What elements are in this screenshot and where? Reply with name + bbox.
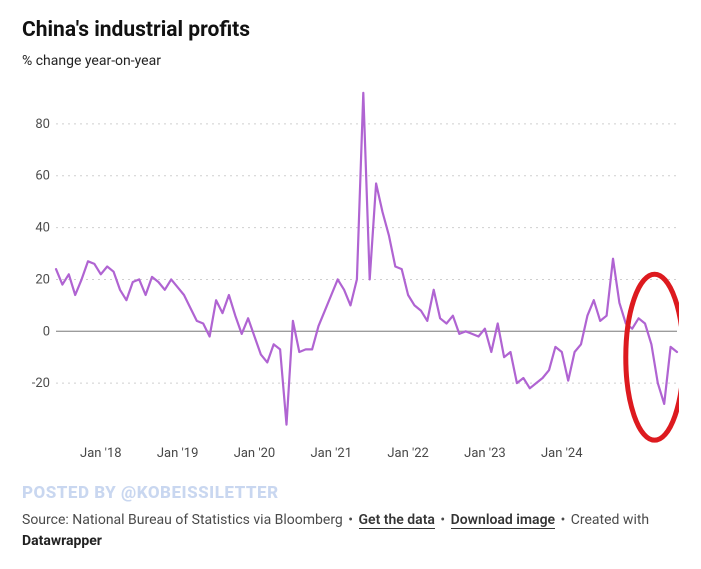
- x-tick-label: Jan '18: [80, 446, 122, 461]
- x-tick-label: Jan '24: [541, 446, 583, 461]
- datawrapper-brand: Datawrapper: [22, 533, 102, 549]
- chart-subtitle: % change year-on-year: [22, 53, 679, 69]
- y-tick-label: 0: [43, 324, 50, 339]
- x-tick-label: Jan '22: [387, 446, 429, 461]
- chart-footer: Source: National Bureau of Statistics vi…: [22, 510, 679, 551]
- data-series-line: [56, 93, 677, 425]
- chart-card: China's industrial profits % change year…: [0, 0, 701, 569]
- separator-dot: •: [438, 512, 447, 528]
- separator-dot: •: [559, 512, 568, 528]
- x-tick-label: Jan '20: [234, 446, 276, 461]
- y-tick-label: 40: [35, 221, 50, 236]
- highlight-ellipse: [626, 274, 679, 440]
- y-tick-label: 20: [35, 273, 50, 288]
- separator-dot: •: [346, 512, 355, 528]
- x-tick-label: Jan '23: [464, 446, 506, 461]
- source-label: Source:: [22, 512, 72, 528]
- chart-area: -20 0 20 40 60 80 Jan '18 Jan '19 Jan '20 Jan '21…: [22, 75, 679, 465]
- created-with-label: Created with: [571, 512, 649, 528]
- source-text: National Bureau of Statistics via Bloomb…: [72, 512, 343, 528]
- chart-title: China's industrial profits: [22, 18, 679, 43]
- x-tick-label: Jan '21: [311, 446, 353, 461]
- watermark-text: POSTED BY @KOBEISSILETTER: [22, 483, 279, 503]
- y-tick-label: 60: [35, 169, 50, 184]
- get-data-link[interactable]: Get the data: [359, 512, 435, 529]
- line-chart-svg: -20 0 20 40 60 80 Jan '18 Jan '19 Jan '20 Jan '21…: [22, 75, 679, 465]
- x-tick-label: Jan '19: [157, 446, 199, 461]
- download-image-link[interactable]: Download image: [451, 512, 555, 529]
- y-tick-label: 80: [35, 117, 50, 132]
- y-tick-label: -20: [32, 376, 50, 391]
